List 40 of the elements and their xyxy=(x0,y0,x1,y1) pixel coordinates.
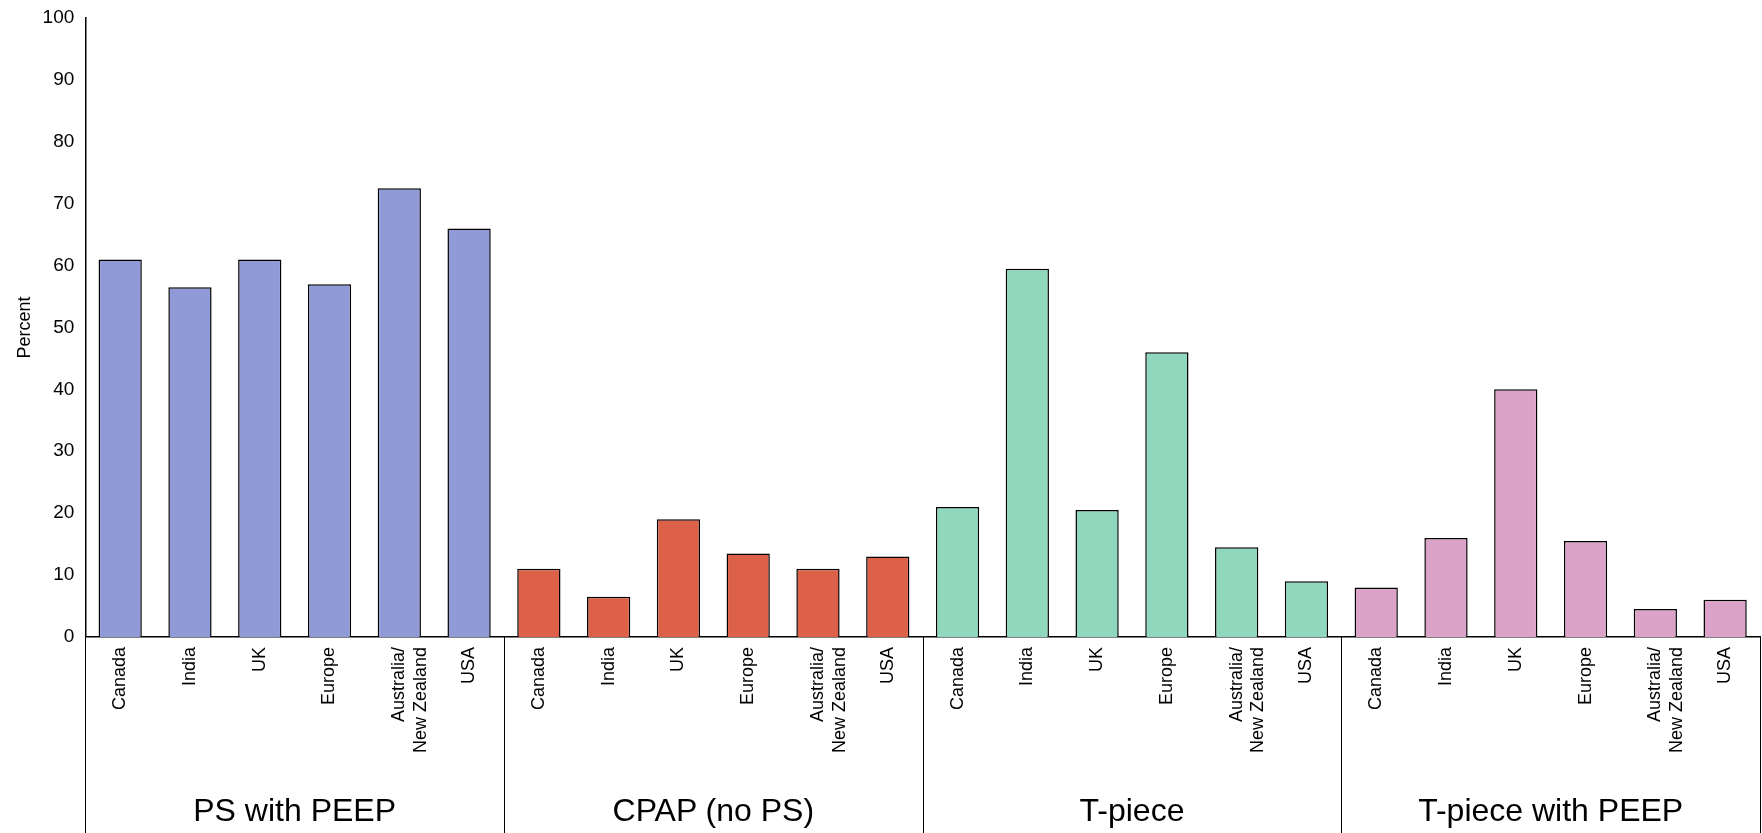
x-tick-label: Canada xyxy=(527,645,548,710)
x-tick-label: Australia/ New Zealand xyxy=(1225,646,1268,753)
x-tick-label: UK xyxy=(667,646,688,672)
x-tick-label: UK xyxy=(1086,646,1107,672)
x-tick-label: India xyxy=(178,645,199,686)
x-tick-label: Canada xyxy=(109,645,130,710)
text: T-piece with PEEP xyxy=(1418,792,1684,828)
x-tick-label: Australia/ New Zealand xyxy=(1644,646,1686,753)
text: T-piece xyxy=(1079,792,1185,828)
y-tick-label: 80 xyxy=(53,130,75,152)
x-tick-label: Europe xyxy=(737,646,758,705)
x-tick-label: USA xyxy=(458,646,479,684)
x-tick-label: USA xyxy=(1295,646,1316,684)
y-tick-label: 100 xyxy=(42,6,75,28)
x-tick-label: Canada xyxy=(946,645,967,710)
x-tick-label: Australia/ New Zealand xyxy=(388,646,430,753)
y-tick-label: 50 xyxy=(53,315,75,337)
y-tick-label: 60 xyxy=(53,253,75,275)
y-axis-title: Percent xyxy=(13,296,34,359)
y-tick-label: 20 xyxy=(53,501,75,523)
x-tick-label: UK xyxy=(248,646,269,672)
x-tick-label: India xyxy=(1016,645,1037,686)
y-tick-label: 0 xyxy=(63,625,75,647)
x-tick-label: USA xyxy=(876,646,897,684)
x-tick-label: India xyxy=(1434,645,1455,686)
y-tick-label: 10 xyxy=(53,563,75,585)
x-tick-label: Canada xyxy=(1365,645,1386,710)
y-tick-label: 40 xyxy=(53,377,75,399)
x-tick-label: Europe xyxy=(318,646,339,705)
x-tick-label: Europe xyxy=(1574,646,1595,705)
y-tick-label: 70 xyxy=(53,191,75,213)
text: PS with PEEP xyxy=(193,792,397,828)
x-tick-label: Europe xyxy=(1155,646,1176,705)
x-tick-label: Australia/ New Zealand xyxy=(806,646,849,753)
y-tick-label: 30 xyxy=(53,439,75,461)
x-tick-label: India xyxy=(597,645,618,686)
x-tick-label: UK xyxy=(1504,646,1525,672)
y-tick-label: 90 xyxy=(53,68,75,90)
x-tick-label: USA xyxy=(1714,646,1735,684)
text: CPAP (no PS) xyxy=(612,792,815,828)
